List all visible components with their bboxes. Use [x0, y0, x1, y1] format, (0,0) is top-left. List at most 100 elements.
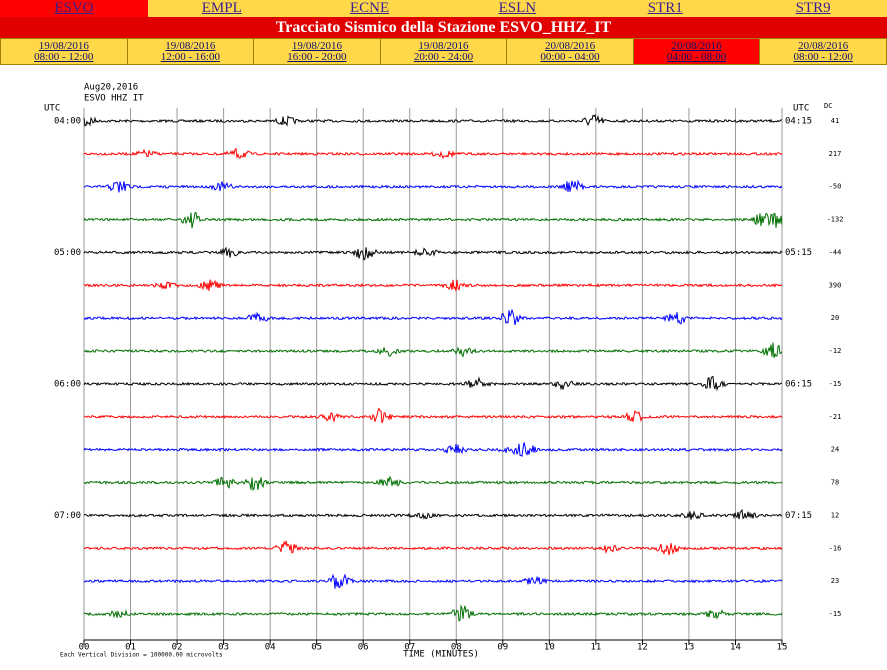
dc-value: -12: [829, 347, 842, 355]
trace: [83, 279, 783, 292]
trace: [83, 442, 783, 457]
dc-value: 12: [831, 511, 839, 519]
dc-value: -132: [827, 216, 844, 224]
station-link[interactable]: STR9: [795, 0, 831, 16]
trace: [83, 342, 783, 358]
period-link[interactable]: 19/08/2016 12:00 - 16:00: [161, 40, 220, 63]
dc-value: 78: [831, 479, 839, 487]
period-time: 08:00 - 12:00: [34, 50, 94, 63]
trace: [83, 147, 783, 160]
trace: [83, 179, 783, 193]
x-axis-title: TIME (MINUTES): [403, 650, 479, 660]
station-link[interactable]: ESVO: [54, 0, 94, 16]
scale-note: Each Vertical Division = 100000.00 micro…: [60, 652, 223, 659]
period-link[interactable]: 19/08/2016 08:00 - 12:00: [34, 40, 93, 63]
x-tick-label: 02: [172, 643, 183, 653]
time-label: 05:15: [785, 248, 812, 258]
period-link[interactable]: 20/08/2016 08:00 - 12:00: [794, 40, 853, 63]
trace: [83, 604, 783, 622]
x-tick-label: 08: [451, 643, 462, 653]
period-cell: 19/08/2016 08:00 - 12:00: [0, 38, 128, 65]
period-time: 08:00 - 12:00: [793, 50, 853, 63]
dc-value: -15: [829, 610, 842, 618]
station-label: ESVO HHZ IT: [84, 94, 144, 104]
station-link[interactable]: ECNE: [349, 0, 390, 16]
trace: [83, 475, 783, 491]
utc-label: UTC: [793, 104, 809, 114]
x-tick-label: 03: [218, 643, 229, 653]
period-date: 20/08/2016: [798, 39, 849, 52]
period-link[interactable]: 19/08/2016 20:00 - 24:00: [414, 40, 473, 63]
x-tick-label: 01: [125, 643, 136, 653]
dc-value: 390: [829, 281, 842, 289]
trace: [83, 573, 783, 589]
trace: [83, 407, 783, 424]
period-time: 00:00 - 04:00: [540, 50, 600, 63]
period-date: 19/08/2016: [38, 39, 89, 52]
dc-value: 217: [829, 150, 842, 158]
nav-cell: ECNE: [295, 0, 444, 17]
station-nav: ESVO EMPL ECNE ESLN STR1 STR9: [0, 0, 887, 17]
x-tick-label: 09: [497, 643, 508, 653]
trace: [83, 540, 783, 556]
time-label: 06:00: [54, 379, 81, 389]
period-nav: 19/08/2016 08:00 - 12:00 19/08/2016 12:00 -…: [0, 38, 887, 65]
dc-value: -50: [829, 183, 842, 191]
time-label: 05:00: [54, 248, 81, 258]
trace: [83, 309, 783, 326]
period-link[interactable]: 20/08/2016 04:00 - 08:00: [667, 40, 726, 63]
dc-value: 24: [831, 446, 839, 454]
x-tick-label: 15: [777, 643, 788, 653]
period-time: 04:00 - 08:00: [666, 50, 727, 63]
dc-value: 41: [831, 117, 839, 125]
x-tick-label: 05: [311, 643, 322, 653]
period-cell: 20/08/2016 04:00 - 08:00: [632, 38, 761, 65]
trace: [83, 114, 783, 127]
x-tick-label: 06: [358, 643, 369, 653]
period-time: 16:00 - 20:00: [287, 50, 347, 63]
station-link[interactable]: EMPL: [201, 0, 242, 16]
dc-value: 20: [831, 314, 839, 322]
period-date: 20/08/2016: [671, 39, 722, 52]
period-cell: 20/08/2016 08:00 - 12:00: [759, 38, 887, 65]
station-link[interactable]: STR1: [647, 0, 683, 16]
period-link[interactable]: 19/08/2016 16:00 - 20:00: [287, 40, 346, 63]
x-tick-label: 04: [265, 643, 276, 653]
dc-value: -15: [829, 380, 842, 388]
time-label: 04:15: [785, 117, 812, 127]
period-date: 20/08/2016: [544, 39, 596, 52]
station-link[interactable]: ESLN: [498, 0, 537, 16]
nav-cell: ESVO: [0, 0, 148, 17]
period-date: 19/08/2016: [291, 39, 342, 52]
date-label: Aug20,2016: [84, 83, 138, 93]
period-cell: 19/08/2016 16:00 - 20:00: [253, 38, 381, 65]
period-link[interactable]: 20/08/2016 00:00 - 04:00: [540, 40, 599, 63]
trace: [83, 375, 783, 392]
time-label: 07:15: [785, 511, 812, 521]
dc-value: 23: [831, 577, 839, 585]
dc-value: -16: [829, 544, 842, 552]
period-date: 19/08/2016: [418, 39, 469, 52]
time-label: 04:00: [54, 117, 81, 127]
dc-value: -44: [829, 248, 842, 256]
x-tick-label: 14: [730, 643, 741, 653]
nav-cell: STR1: [591, 0, 740, 17]
period-time: 12:00 - 16:00: [160, 50, 220, 63]
period-date: 19/08/2016: [165, 39, 216, 52]
period-time: 20:00 - 24:00: [413, 50, 474, 63]
trace: [83, 212, 783, 229]
trace: [83, 246, 783, 261]
period-cell: 19/08/2016 12:00 - 16:00: [126, 38, 255, 65]
utc-label: UTC: [44, 104, 60, 114]
x-tick-label: 11: [590, 643, 601, 653]
trace: [84, 508, 783, 520]
dc-label: DC: [824, 102, 832, 110]
period-cell: 19/08/2016 20:00 - 24:00: [379, 38, 508, 65]
x-tick-label: 10: [544, 643, 555, 653]
time-label: 07:00: [54, 511, 81, 521]
x-tick-label: 12: [637, 643, 648, 653]
nav-cell: ESLN: [443, 0, 592, 17]
time-label: 06:15: [785, 379, 812, 389]
